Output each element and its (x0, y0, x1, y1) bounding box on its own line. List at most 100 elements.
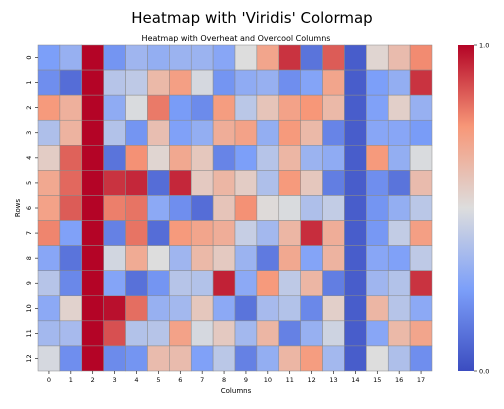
y-tick-label: 4 (25, 156, 33, 160)
y-tick-label: 8 (25, 256, 33, 260)
heatmap-cell (322, 145, 345, 171)
heatmap-cell (81, 170, 104, 196)
heatmap-cell (278, 44, 301, 71)
heatmap-cell (387, 44, 411, 71)
heatmap-cell (234, 119, 258, 146)
heatmap-cell (234, 320, 258, 347)
heatmap-cell (387, 345, 411, 372)
y-tick-label: 0 (25, 55, 33, 59)
heatmap-cell (300, 119, 323, 146)
heatmap-cell (387, 94, 411, 121)
heatmap-cell (81, 69, 104, 96)
heatmap-cell (256, 44, 280, 71)
heatmap-cell (366, 270, 389, 297)
heatmap-cell (366, 195, 389, 221)
heatmap-cell (37, 295, 61, 322)
y-tick-label: 11 (25, 329, 33, 337)
heatmap-cell (59, 270, 83, 297)
heatmap-cell (125, 295, 148, 322)
y-tick-label: 7 (25, 231, 33, 235)
heatmap-cell (256, 119, 280, 146)
x-tick-labels: 0 1 2 3 4 5 6 7 8 9 10 11 12 13 14 15 16 17 (47, 371, 425, 384)
heatmap-cell (322, 119, 345, 146)
heatmap-cell (190, 94, 214, 121)
x-tick-label: 11 (286, 376, 294, 384)
heatmap-cell (169, 44, 192, 71)
x-axis-label: Columns (221, 387, 252, 395)
heatmap-cell (125, 270, 148, 297)
heatmap-cell (147, 69, 170, 96)
heatmap-cell (59, 170, 83, 196)
heatmap-cell (169, 195, 192, 221)
heatmap-cell (37, 245, 61, 271)
heatmap-cell (190, 320, 214, 347)
heatmap-cell (103, 345, 126, 372)
heatmap-cell (300, 220, 323, 246)
heatmap-cell (190, 195, 214, 221)
heatmap-cell (190, 69, 214, 96)
heatmap-cell (147, 295, 170, 322)
heatmap-cell (322, 170, 345, 196)
heatmap-cell (344, 270, 367, 297)
x-tick-label: 13 (329, 376, 337, 384)
heatmap-cell (125, 320, 148, 347)
heatmap-cell (125, 220, 148, 246)
y-tick-label: 2 (25, 106, 33, 110)
y-tick-label: 1 (25, 81, 33, 85)
heatmap-cell (366, 145, 389, 171)
heatmap-cell (81, 345, 104, 372)
heatmap-cell (409, 44, 433, 71)
heatmap-cell (59, 44, 83, 71)
heatmap-cell (125, 170, 148, 196)
heatmap-cell (37, 320, 61, 347)
heatmap-cell (278, 270, 301, 297)
x-tick-label: 8 (222, 376, 226, 384)
x-tick-label: 2 (91, 376, 95, 384)
heatmap-cell (37, 270, 61, 297)
x-tick-label: 17 (417, 376, 425, 384)
heatmap-cell (409, 245, 433, 271)
heatmap-cell (212, 145, 236, 171)
heatmap-cell (59, 145, 83, 171)
heatmap-cell (234, 295, 258, 322)
y-tick-label: 10 (25, 304, 33, 312)
heatmap-cell (409, 170, 433, 196)
heatmap-cell (169, 170, 192, 196)
heatmap-cell (125, 119, 148, 146)
heatmap-cell (256, 220, 280, 246)
heatmap-cell (300, 320, 323, 347)
heatmap-cell (37, 145, 61, 171)
heatmap-cell (212, 195, 236, 221)
heatmap-cell (387, 69, 411, 96)
heatmap-cell (190, 245, 214, 271)
x-tick-label: 14 (351, 376, 359, 384)
heatmap-cell (387, 270, 411, 297)
heatmap-cell (81, 270, 104, 297)
heatmap-cell (256, 345, 280, 372)
heatmap-cell (59, 345, 83, 372)
heatmap-cell (278, 220, 301, 246)
heatmap-cell (344, 119, 367, 146)
heatmap-cell (125, 195, 148, 221)
heatmap-cell (366, 295, 389, 322)
heatmap-cell (300, 170, 323, 196)
heatmap-cell (103, 145, 126, 171)
heatmap-cell (387, 245, 411, 271)
heatmap-cell (344, 170, 367, 196)
heatmap-cell (387, 295, 411, 322)
x-tick-label: 1 (69, 376, 73, 384)
heatmap-cell (169, 69, 192, 96)
x-tick-label: 16 (395, 376, 403, 384)
heatmap-cell (147, 170, 170, 196)
heatmap-cell (278, 119, 301, 146)
heatmap-cell (103, 245, 126, 271)
heatmap-cell (147, 94, 170, 121)
heatmap-cell (212, 345, 236, 372)
heatmap-cell (81, 44, 104, 71)
heatmap-cell (234, 69, 258, 96)
heatmap-cell (169, 345, 192, 372)
heatmap-cell (81, 295, 104, 322)
heatmap-cell (103, 295, 126, 322)
heatmap-cell (212, 69, 236, 96)
